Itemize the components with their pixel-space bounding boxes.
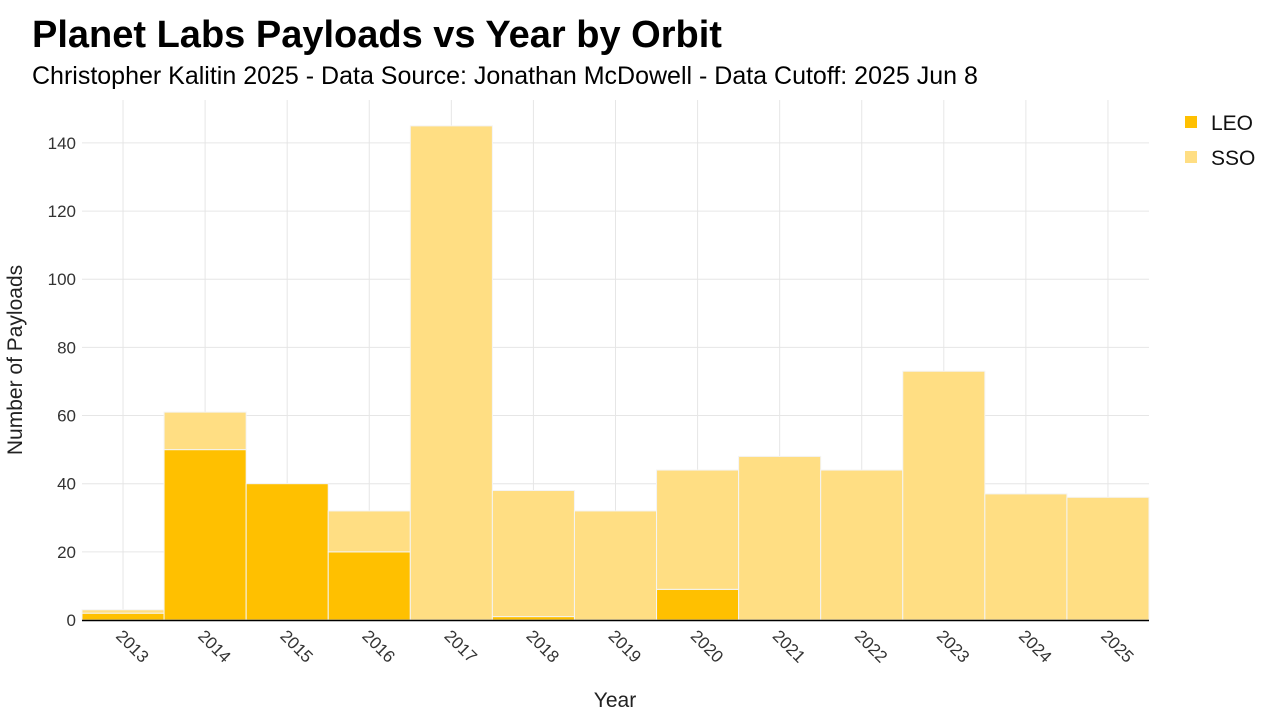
bar-leo-2015	[245, 483, 329, 621]
x-tick-label: 2023	[933, 626, 973, 666]
bar-sso-2022	[820, 469, 904, 621]
x-tick-label: 2018	[523, 626, 563, 666]
bar-leo-2013	[81, 612, 165, 621]
chart-title: Planet Labs Payloads vs Year by Orbit	[32, 14, 722, 56]
bar-sso-2016	[327, 510, 411, 553]
x-tick-label: 2022	[851, 626, 891, 666]
x-tick-label: 2020	[687, 626, 727, 666]
x-tick-label: 2013	[112, 626, 152, 666]
x-tick-label: 2015	[276, 626, 316, 666]
bar-sso-2020	[656, 469, 740, 590]
y-tick-label: 80	[57, 338, 76, 357]
bar-leo-2020	[656, 588, 740, 621]
x-tick-label: 2025	[1097, 626, 1137, 666]
chart-subtitle: Christopher Kalitin 2025 - Data Source: …	[32, 62, 978, 90]
y-tick-label: 100	[48, 270, 76, 289]
x-axis-label: Year	[594, 689, 636, 712]
y-tick-label: 20	[57, 543, 76, 562]
bar-leo-2014	[163, 449, 247, 621]
y-tick-label: 40	[57, 475, 76, 494]
bar-leo-2018	[491, 616, 575, 621]
y-axis-label: Number of Payloads	[4, 265, 27, 455]
bar-sso-2025	[1066, 496, 1150, 621]
bar-sso-2024	[984, 493, 1068, 621]
bar-sso-2014	[163, 411, 247, 451]
bar-leo-2016	[327, 551, 411, 621]
legend-swatch-sso	[1185, 151, 1197, 163]
bar-sso-2019	[573, 510, 658, 621]
bar-sso-2013	[81, 609, 165, 614]
bar-sso-2017	[409, 125, 493, 621]
x-tick-label: 2014	[194, 626, 234, 666]
x-tick-label: 2016	[358, 626, 398, 666]
y-tick-label: 140	[48, 134, 76, 153]
legend-label-leo: LEO	[1211, 112, 1253, 135]
y-tick-label: 60	[57, 407, 76, 426]
y-tick-label: 0	[67, 611, 76, 630]
bar-sso-2018	[491, 490, 575, 618]
bar-sso-2021	[738, 455, 822, 621]
x-tick-label: 2024	[1015, 626, 1055, 666]
legend-label-sso: SSO	[1211, 147, 1255, 170]
legend-swatch-leo	[1185, 116, 1197, 128]
x-tick-label: 2017	[441, 626, 481, 666]
legend: LEO SSO	[1185, 112, 1255, 170]
y-tick-label: 120	[48, 202, 76, 221]
x-tick-label: 2021	[769, 626, 809, 666]
x-tick-label: 2019	[605, 626, 645, 666]
bar-sso-2023	[902, 370, 986, 621]
